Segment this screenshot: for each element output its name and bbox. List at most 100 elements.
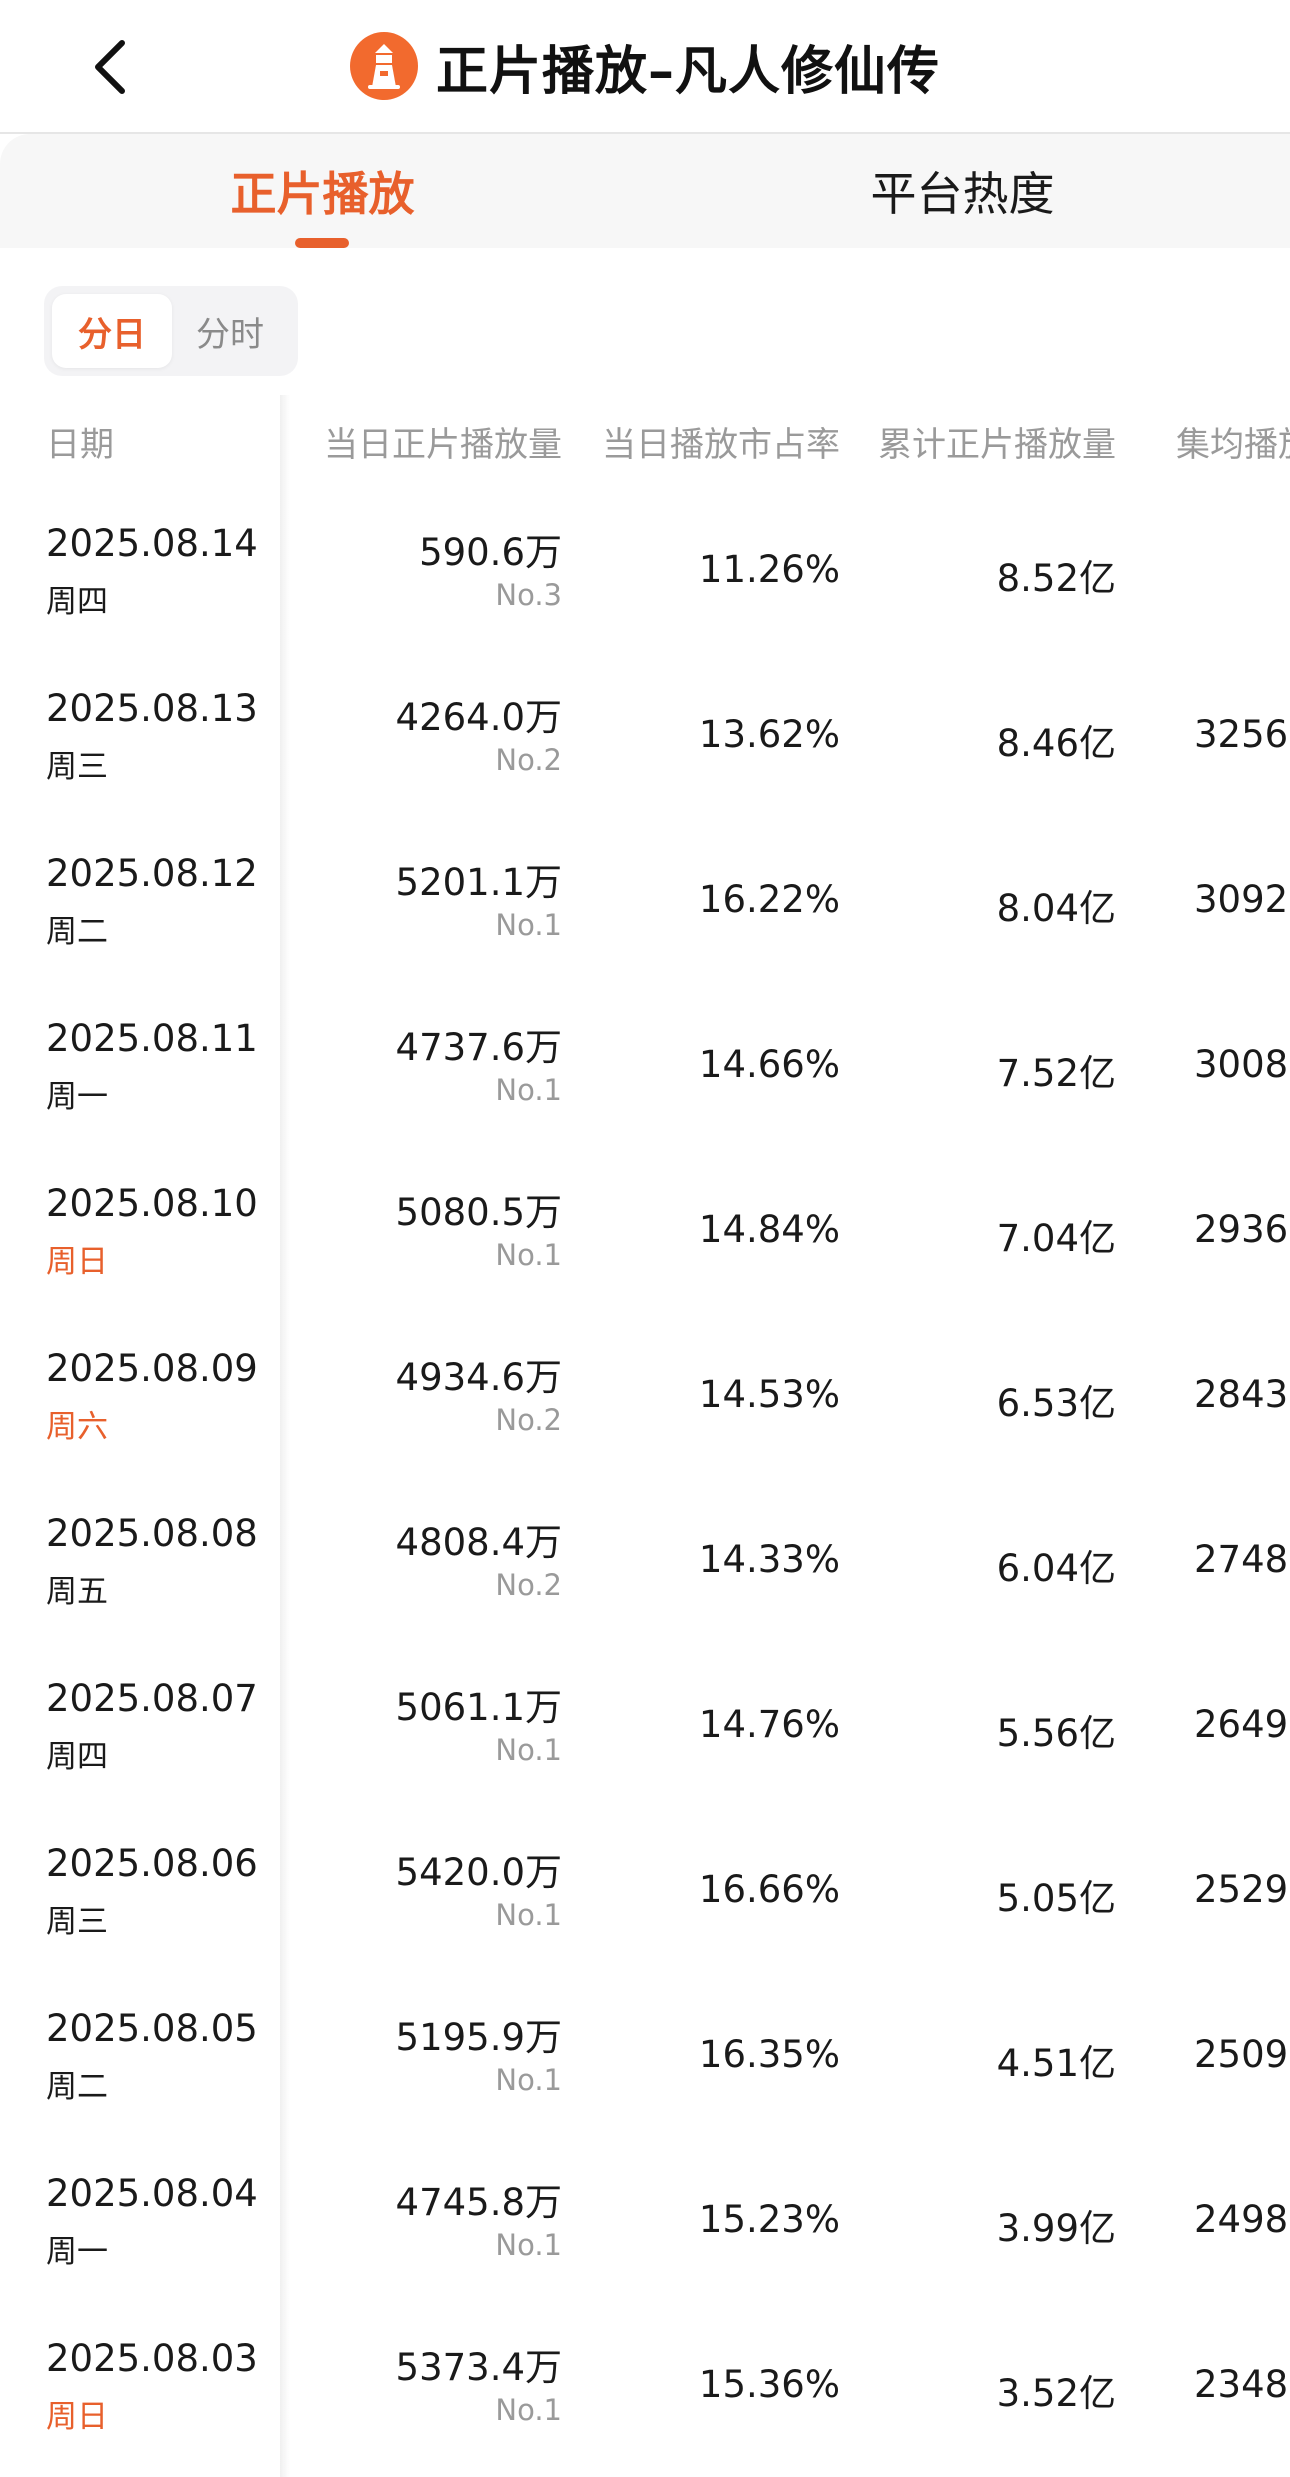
table-row[interactable]: 2025.08.03 周日 5373.4万 No.1 15.36% 3.52亿 2348. <box>0 2327 1290 2477</box>
header-date: 日期 <box>46 425 114 465</box>
table-row[interactable]: 2025.08.04 周一 4745.8万 No.1 15.23% 3.99亿 2498. <box>0 2162 1290 2327</box>
table-row[interactable]: 2025.08.14 周四 590.6万 No.3 11.26% 8.52亿 <box>0 512 1290 677</box>
play-data-table[interactable]: 日期 当日正片播放量 当日播放市占率 累计正片播放量 集均播放 2025.08.… <box>0 395 1290 2477</box>
tab-bar: 正片播放 平台热度 <box>0 134 1290 248</box>
row-cumulative-plays: 3.52亿 <box>996 2372 1116 2415</box>
row-rank: No.1 <box>495 2228 562 2262</box>
row-date: 2025.08.08 <box>46 1512 258 1555</box>
toggle-by-day[interactable]: 分日 <box>52 294 172 368</box>
row-date: 2025.08.09 <box>46 1347 258 1390</box>
row-market-share: 14.84% <box>698 1208 840 1251</box>
row-rank: No.1 <box>495 2393 562 2427</box>
row-rank: No.2 <box>495 1568 562 1602</box>
table-row[interactable]: 2025.08.12 周二 5201.1万 No.1 16.22% 8.04亿 3092. <box>0 842 1290 1007</box>
table-row[interactable]: 2025.08.09 周六 4934.6万 No.2 14.53% 6.53亿 2843. <box>0 1337 1290 1502</box>
row-avg-per-episode: 3256. <box>1194 713 1290 756</box>
row-weekday: 周三 <box>46 749 108 785</box>
row-rank: No.2 <box>495 1403 562 1437</box>
sticky-column-shadow <box>280 395 290 2477</box>
row-rank: No.1 <box>495 1898 562 1932</box>
active-tab-indicator <box>295 238 349 248</box>
header-avg-per-episode[interactable]: 集均播放 <box>1176 425 1290 465</box>
row-daily-plays: 4934.6万 <box>395 1356 562 1399</box>
row-avg-per-episode: 2843. <box>1194 1373 1290 1416</box>
row-rank: No.1 <box>495 1073 562 1107</box>
row-daily-plays: 4745.8万 <box>395 2181 562 2224</box>
row-avg-per-episode: 2936. <box>1194 1208 1290 1251</box>
row-avg-per-episode: 2529. <box>1194 1868 1290 1911</box>
row-cumulative-plays: 5.05亿 <box>996 1877 1116 1920</box>
row-daily-plays: 4737.6万 <box>395 1026 562 1069</box>
row-date: 2025.08.14 <box>46 522 258 565</box>
table-row[interactable]: 2025.08.13 周三 4264.0万 No.2 13.62% 8.46亿 3256. <box>0 677 1290 842</box>
row-cumulative-plays: 8.52亿 <box>996 557 1116 600</box>
table-row[interactable]: 2025.08.10 周日 5080.5万 No.1 14.84% 7.04亿 2936. <box>0 1172 1290 1337</box>
row-market-share: 14.53% <box>698 1373 840 1416</box>
row-market-share: 11.26% <box>698 548 840 591</box>
row-date: 2025.08.10 <box>46 1182 258 1225</box>
row-date: 2025.08.06 <box>46 1842 258 1885</box>
row-date: 2025.08.12 <box>46 852 258 895</box>
row-cumulative-plays: 3.99亿 <box>996 2207 1116 2250</box>
row-daily-plays: 4264.0万 <box>395 696 562 739</box>
row-daily-plays: 5195.9万 <box>395 2016 562 2059</box>
row-market-share: 16.35% <box>698 2033 840 2076</box>
row-weekday: 周四 <box>46 1739 108 1775</box>
row-rank: No.3 <box>495 578 562 612</box>
row-rank: No.2 <box>495 743 562 777</box>
row-market-share: 16.22% <box>698 878 840 921</box>
tab-platform-heat[interactable]: 平台热度 <box>870 167 1055 221</box>
row-avg-per-episode: 2649. <box>1194 1703 1290 1746</box>
toggle-by-hour[interactable]: 分时 <box>196 314 264 355</box>
row-daily-plays: 5373.4万 <box>395 2346 562 2389</box>
row-date: 2025.08.05 <box>46 2007 258 2050</box>
page-title: 正片播放–凡人修仙传 <box>436 41 941 102</box>
row-market-share: 15.23% <box>698 2198 840 2241</box>
row-weekday: 周日 <box>46 2399 108 2435</box>
chevron-left-icon <box>95 40 125 94</box>
row-avg-per-episode: 2509. <box>1194 2033 1290 2076</box>
row-daily-plays: 5420.0万 <box>395 1851 562 1894</box>
row-date: 2025.08.03 <box>46 2337 258 2380</box>
header-daily-plays[interactable]: 当日正片播放量 <box>324 425 562 465</box>
row-date: 2025.08.11 <box>46 1017 258 1060</box>
row-cumulative-plays: 8.04亿 <box>996 887 1116 930</box>
row-cumulative-plays: 5.56亿 <box>996 1712 1116 1755</box>
lighthouse-icon <box>350 32 418 100</box>
row-daily-plays: 590.6万 <box>419 531 562 574</box>
row-weekday: 周一 <box>46 2234 108 2270</box>
row-rank: No.1 <box>495 1238 562 1272</box>
row-weekday: 周一 <box>46 1079 108 1115</box>
row-avg-per-episode: 2748. <box>1194 1538 1290 1581</box>
table-row[interactable]: 2025.08.07 周四 5061.1万 No.1 14.76% 5.56亿 2649. <box>0 1667 1290 1832</box>
row-market-share: 13.62% <box>698 713 840 756</box>
row-weekday: 周日 <box>46 1244 108 1280</box>
granularity-toggle: 分日 分时 <box>44 286 298 376</box>
row-rank: No.1 <box>495 908 562 942</box>
header-market-share[interactable]: 当日播放市占率 <box>602 425 840 465</box>
row-cumulative-plays: 7.04亿 <box>996 1217 1116 1260</box>
row-weekday: 周二 <box>46 2069 108 2105</box>
row-date: 2025.08.07 <box>46 1677 258 1720</box>
tab-episode-play[interactable]: 正片播放 <box>230 167 415 221</box>
row-market-share: 16.66% <box>698 1868 840 1911</box>
row-rank: No.1 <box>495 1733 562 1767</box>
header-bar: 正片播放–凡人修仙传 <box>0 0 1290 134</box>
row-date: 2025.08.04 <box>46 2172 258 2215</box>
table-row[interactable]: 2025.08.08 周五 4808.4万 No.2 14.33% 6.04亿 2748. <box>0 1502 1290 1667</box>
back-button[interactable] <box>80 32 140 102</box>
row-market-share: 14.33% <box>698 1538 840 1581</box>
table-row[interactable]: 2025.08.05 周二 5195.9万 No.1 16.35% 4.51亿 2509. <box>0 1997 1290 2162</box>
row-daily-plays: 5201.1万 <box>395 861 562 904</box>
row-weekday: 周二 <box>46 914 108 950</box>
row-date: 2025.08.13 <box>46 687 258 730</box>
row-daily-plays: 5080.5万 <box>395 1191 562 1234</box>
table-row[interactable]: 2025.08.06 周三 5420.0万 No.1 16.66% 5.05亿 2529. <box>0 1832 1290 1997</box>
row-weekday: 周六 <box>46 1409 108 1445</box>
header-cumulative-plays[interactable]: 累计正片播放量 <box>878 425 1116 465</box>
row-weekday: 周五 <box>46 1574 108 1610</box>
row-avg-per-episode: 3008. <box>1194 1043 1290 1086</box>
row-daily-plays: 5061.1万 <box>395 1686 562 1729</box>
row-market-share: 15.36% <box>698 2363 840 2406</box>
table-row[interactable]: 2025.08.11 周一 4737.6万 No.1 14.66% 7.52亿 3008. <box>0 1007 1290 1172</box>
